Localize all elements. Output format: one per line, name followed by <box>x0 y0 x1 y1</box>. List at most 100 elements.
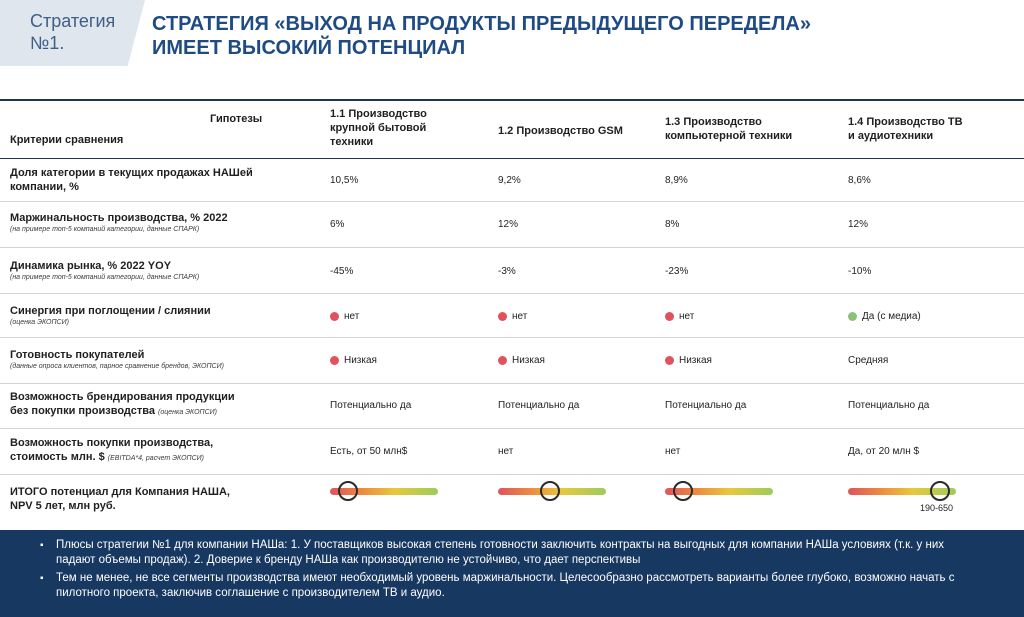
potential-scale-3 <box>665 481 773 501</box>
column-header-3-line1: 1.3 Производство <box>665 116 762 128</box>
table-header-row: Гипотезы Критерии сравнения 1.1 Производ… <box>0 101 1024 159</box>
green-status-dot-icon <box>848 312 857 321</box>
synergy-cell-4: Да (с медиа) <box>848 311 1008 322</box>
column-header-1: 1.1 Производство крупной бытовой техники <box>330 107 480 149</box>
criterion-margin-note: (на примере топ-5 компаний категории, да… <box>10 226 200 233</box>
table-row: Готовность покупателей (данные опроса кл… <box>0 339 1024 384</box>
readiness-cell-3: Низкая <box>665 355 825 366</box>
synergy-cell-3: нет <box>665 311 825 322</box>
table-row: Маржинальность производства, % 2022 (на … <box>0 203 1024 248</box>
potential-marker-icon <box>673 481 694 501</box>
share-value-2: 9,2% <box>498 175 521 186</box>
synergy-cell-2: нет <box>498 311 653 322</box>
criterion-synergy: Синергия при поглощении / слиянии (оценк… <box>10 304 310 328</box>
column-header-1-line3: техники <box>330 136 374 148</box>
share-value-1: 10,5% <box>330 175 359 186</box>
column-header-4-line1: 1.4 Производство ТВ <box>848 116 963 128</box>
criterion-synergy-title: Синергия при поглощении / слиянии <box>10 305 211 317</box>
criterion-acquisition-line1: Возможность покупки производства, <box>10 437 214 449</box>
criterion-acquisition: Возможность покупки производства, стоимо… <box>10 436 310 464</box>
page-title-line1: СТРАТЕГИЯ «ВЫХОД НА ПРОДУКТЫ ПРЕДЫДУЩЕГО… <box>152 13 811 35</box>
criterion-total-potential: ИТОГО потенциал для Компания НАША, NPV 5… <box>10 485 310 513</box>
potential-gradient-bar <box>848 488 956 495</box>
synergy-value-1: нет <box>344 311 360 322</box>
readiness-value-3: Низкая <box>679 355 712 366</box>
table-row-total: ИТОГО потенциал для Компания НАША, NPV 5… <box>0 476 1024 522</box>
conclusion-box: Плюсы стратегии №1 для компании НАШа: 1.… <box>0 530 1024 617</box>
dynamics-value-2: -3% <box>498 266 516 277</box>
criterion-branding: Возможность брендирования продукции без … <box>10 390 310 418</box>
strategy-tag-line2: №1. <box>30 33 65 53</box>
column-header-2-line1: 1.2 Производство GSM <box>498 125 623 137</box>
criterion-acquisition-line2: стоимость млн. $ <box>10 451 105 463</box>
synergy-cell-1: нет <box>330 311 480 322</box>
readiness-cell-2: Низкая <box>498 355 653 366</box>
column-header-1-line1: 1.1 Производство <box>330 108 427 120</box>
branding-value-2: Потенциально да <box>498 400 580 411</box>
margin-value-2: 12% <box>498 219 519 230</box>
acquisition-value-1: Есть, от 50 млн$ <box>330 446 408 457</box>
criterion-buyer-readiness-title: Готовность покупателей <box>10 349 145 361</box>
dynamics-value-1: -45% <box>330 266 354 277</box>
column-header-4: 1.4 Производство ТВ и аудиотехники <box>848 115 1008 143</box>
criterion-synergy-note: (оценка ЭКОПСИ) <box>10 319 69 326</box>
table-row: Возможность покупки производства, стоимо… <box>0 430 1024 475</box>
share-value-3: 8,9% <box>665 175 688 186</box>
synergy-value-3: нет <box>679 311 695 322</box>
page-title-line2: ИМЕЕТ ВЫСОКИЙ ПОТЕНЦИАЛ <box>152 37 466 59</box>
red-status-dot-icon <box>330 356 339 365</box>
criterion-buyer-readiness: Готовность покупателей (данные опроса кл… <box>10 348 310 372</box>
branding-value-3: Потенциально да <box>665 400 747 411</box>
conclusion-list: Плюсы стратегии №1 для компании НАШа: 1.… <box>40 538 984 601</box>
criterion-market-dynamics-note: (на примере топ-5 компаний категории, да… <box>10 274 200 281</box>
margin-value-4: 12% <box>848 219 869 230</box>
column-header-4-line2: и аудиотехники <box>848 130 934 142</box>
red-status-dot-icon <box>330 312 339 321</box>
column-header-3-line2: компьютерной техники <box>665 130 793 142</box>
red-status-dot-icon <box>665 312 674 321</box>
red-status-dot-icon <box>498 312 507 321</box>
criterion-market-dynamics: Динамика рынка, % 2022 YOY (на примере т… <box>10 259 310 283</box>
strategy-tag: Стратегия №1. <box>0 0 145 66</box>
branding-value-4: Потенциально да <box>848 400 930 411</box>
potential-scale-4 <box>848 481 956 501</box>
red-status-dot-icon <box>498 356 507 365</box>
criterion-share-line1: Доля категории в текущих продажах НАШей <box>10 167 253 179</box>
criterion-share-line2: компании, % <box>10 181 79 193</box>
branding-value-1: Потенциально да <box>330 400 412 411</box>
readiness-cell-1: Низкая <box>330 355 480 366</box>
potential-range-label: 190-650 <box>920 503 954 513</box>
criterion-market-dynamics-title: Динамика рынка, % 2022 YOY <box>10 260 172 272</box>
criterion-total-line2: NPV 5 лет, млн руб. <box>10 500 116 512</box>
potential-marker-icon <box>539 481 560 501</box>
readiness-value-4: Средняя <box>848 355 889 366</box>
corner-criteria-label: Критерии сравнения <box>10 134 124 146</box>
potential-marker-icon <box>338 481 359 501</box>
readiness-value-1: Низкая <box>344 355 377 366</box>
page-title: СТРАТЕГИЯ «ВЫХОД НА ПРОДУКТЫ ПРЕДЫДУЩЕГО… <box>152 12 1012 60</box>
criterion-total-line1: ИТОГО потенциал для Компания НАША, <box>10 486 230 498</box>
dynamics-value-4: -10% <box>848 266 872 277</box>
acquisition-value-4: Да, от 20 млн $ <box>848 446 920 457</box>
conclusion-bullet-2: Тем не менее, не все сегменты производст… <box>40 571 984 601</box>
criterion-branding-note: (оценка ЭКОПСИ) <box>158 409 217 416</box>
red-status-dot-icon <box>665 356 674 365</box>
criterion-share: Доля категории в текущих продажах НАШей … <box>10 166 310 194</box>
criterion-margin: Маржинальность производства, % 2022 (на … <box>10 211 310 235</box>
criterion-branding-line1: Возможность брендирования продукции <box>10 391 235 403</box>
potential-scale-1 <box>330 481 438 501</box>
acquisition-value-2: нет <box>498 446 514 457</box>
table-row: Доля категории в текущих продажах НАШей … <box>0 160 1024 202</box>
share-value-4: 8,6% <box>848 175 871 186</box>
column-header-2: 1.2 Производство GSM <box>498 124 653 138</box>
potential-gradient-bar <box>665 488 773 495</box>
potential-scale-2 <box>498 481 606 501</box>
conclusion-bullet-1: Плюсы стратегии №1 для компании НАШа: 1.… <box>40 538 984 568</box>
criterion-margin-title: Маржинальность производства, % 2022 <box>10 212 228 224</box>
readiness-value-2: Низкая <box>512 355 545 366</box>
column-header-1-line2: крупной бытовой <box>330 122 427 134</box>
potential-gradient-bar <box>330 488 438 495</box>
criterion-acquisition-note: (EBITDA*4, расчет ЭКОПСИ) <box>107 455 204 462</box>
potential-marker-icon <box>929 481 950 501</box>
table-top-rule <box>0 99 1024 101</box>
